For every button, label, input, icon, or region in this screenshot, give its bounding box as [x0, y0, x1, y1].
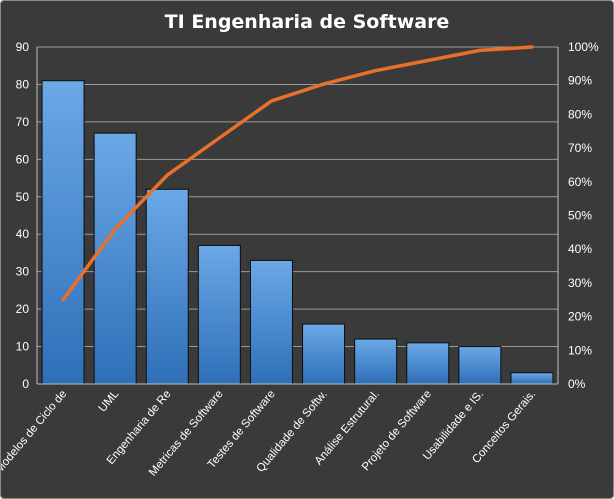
y-tick-label: 10: [16, 340, 30, 354]
axes: [36, 47, 559, 385]
y-tick-label: 80: [16, 77, 30, 91]
bar: [145, 188, 189, 385]
y2-tick-label: 0%: [568, 377, 586, 391]
y-tick-label: 60: [16, 152, 30, 166]
chart-title: TI Engenharia de Software: [165, 11, 450, 33]
x-category-label: UML: [97, 388, 122, 415]
y-tick-label: 50: [16, 190, 30, 204]
y2-tick-label: 60%: [568, 175, 592, 189]
cumulative-line-series: [61, 45, 534, 302]
y2-tick-label: 70%: [568, 141, 592, 155]
bar: [302, 323, 346, 385]
y-tick-label: 40: [16, 227, 30, 241]
bar: [510, 372, 554, 385]
y2-tick-label: 90%: [568, 74, 592, 88]
x-category-label: Modelos de Ciclo de: [1, 388, 69, 476]
y2-tick-label: 80%: [568, 107, 592, 121]
bar: [354, 338, 398, 385]
bar-series: [41, 80, 554, 385]
y-tick-label: 0: [22, 377, 29, 391]
bar: [93, 132, 137, 385]
y2-tick-label: 40%: [568, 242, 592, 256]
cumulative-line: [61, 45, 534, 302]
y2-tick-label: 30%: [568, 276, 592, 290]
bar: [406, 342, 450, 385]
y-tick-label: 70: [16, 115, 30, 129]
bar: [458, 346, 502, 385]
y2-tick-label: 20%: [568, 310, 592, 324]
y2-tick-label: 50%: [568, 209, 592, 223]
bar: [41, 80, 85, 385]
y2-tick-label: 10%: [568, 343, 592, 357]
y-tick-label: 90: [16, 40, 30, 54]
y-tick-label: 20: [16, 302, 30, 316]
y2-tick-label: 100%: [568, 40, 599, 54]
bar: [197, 244, 241, 385]
bar: [249, 259, 293, 385]
y-tick-label: 30: [16, 265, 30, 279]
